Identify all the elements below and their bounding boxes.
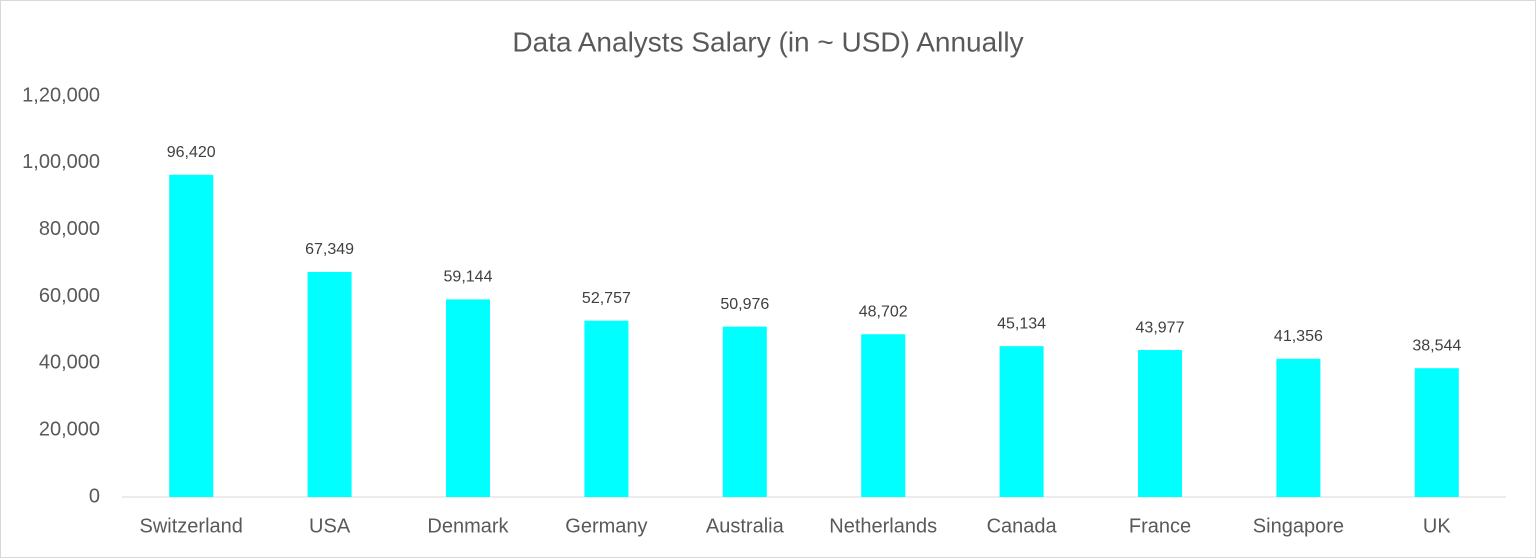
x-tick-label: UK: [1423, 515, 1451, 537]
data-label: 45,134: [997, 315, 1046, 332]
y-tick-label: 80,000: [39, 218, 100, 240]
data-label: 38,544: [1412, 337, 1461, 354]
data-label: 59,144: [444, 269, 493, 286]
x-tick-label: Netherlands: [829, 515, 937, 537]
data-label: 52,757: [582, 290, 631, 307]
y-tick-label: 60,000: [39, 285, 100, 307]
x-tick-label: USA: [309, 515, 351, 537]
bar: [1276, 358, 1321, 497]
x-tick-label: Australia: [706, 515, 785, 537]
data-label: 50,976: [720, 296, 769, 313]
data-label: 48,702: [859, 303, 908, 320]
data-label: 43,977: [1136, 319, 1185, 336]
x-tick-label: France: [1129, 515, 1191, 537]
bar: [1138, 350, 1182, 497]
data-label: 41,356: [1274, 328, 1323, 345]
bar: [584, 320, 629, 497]
x-tick-label: Germany: [565, 515, 647, 537]
chart-title: Data Analysts Salary (in ~ USD) Annually: [512, 26, 1023, 57]
x-tick-label: Denmark: [427, 515, 509, 537]
data-label: 67,349: [305, 241, 354, 258]
data-label: 96,420: [167, 144, 216, 161]
bar: [446, 299, 490, 497]
bar: [169, 174, 214, 497]
y-tick-label: 0: [89, 485, 100, 507]
bar: [861, 334, 906, 497]
y-tick-label: 20,000: [39, 418, 100, 440]
x-tick-label: Switzerland: [140, 515, 243, 537]
x-tick-label: Singapore: [1253, 515, 1344, 537]
y-tick-label: 1,00,000: [22, 151, 100, 173]
y-tick-label: 1,20,000: [22, 84, 100, 106]
bar: [999, 346, 1044, 497]
bar: [722, 326, 767, 497]
bar: [1414, 368, 1459, 497]
x-tick-label: Canada: [987, 515, 1058, 537]
y-tick-label: 40,000: [39, 352, 100, 374]
bar: [307, 271, 352, 497]
